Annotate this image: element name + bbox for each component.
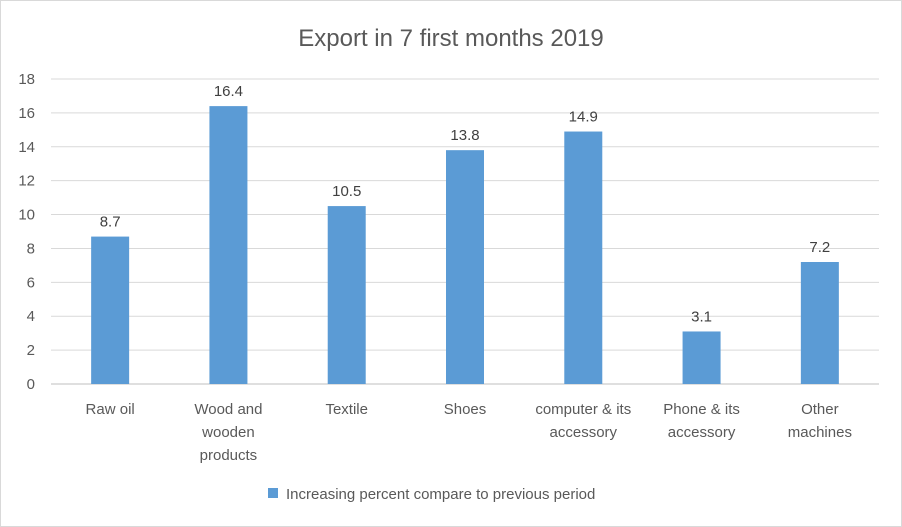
y-axis: 0 2 4 6 8 10 12 14 16 18: [18, 71, 35, 393]
y-tick-label: 18: [18, 71, 35, 88]
x-tick-label: Shoes: [444, 401, 487, 418]
bars: [91, 106, 839, 384]
x-tick-label: products: [200, 447, 258, 464]
bar: [209, 106, 248, 384]
x-tick-label: wooden: [201, 424, 255, 441]
x-tick-label: Wood and: [194, 401, 262, 418]
legend-swatch: [268, 488, 278, 498]
bar: [327, 206, 366, 384]
x-tick-label: Phone & its: [663, 401, 740, 418]
y-tick-label: 4: [27, 308, 35, 325]
bar: [91, 236, 130, 384]
legend-label: Increasing percent compare to previous p…: [286, 486, 595, 503]
data-label: 13.8: [450, 127, 479, 144]
x-tick-label: Other: [801, 401, 839, 418]
data-label: 14.9: [569, 109, 598, 126]
y-tick-label: 16: [18, 105, 35, 122]
y-tick-label: 6: [27, 274, 35, 291]
gridlines: [51, 78, 879, 385]
x-tick-label: Textile: [325, 401, 368, 418]
data-label: 3.1: [691, 308, 712, 325]
y-tick-label: 12: [18, 173, 35, 190]
bar: [446, 150, 484, 384]
x-tick-label: machines: [788, 424, 852, 441]
data-label: 7.2: [809, 239, 830, 256]
bar: [800, 262, 839, 384]
data-label: 10.5: [332, 183, 361, 200]
x-tick-label: accessory: [668, 424, 736, 441]
bar: [564, 131, 603, 384]
bar: [682, 331, 721, 384]
y-tick-label: 14: [18, 139, 35, 156]
data-label: 16.4: [214, 83, 243, 100]
x-tick-label: accessory: [550, 424, 618, 441]
y-tick-label: 10: [18, 207, 35, 224]
x-tick-label: computer & its: [535, 401, 631, 418]
data-label: 8.7: [100, 214, 121, 231]
x-tick-label: Raw oil: [86, 401, 135, 418]
y-tick-label: 0: [27, 376, 35, 393]
y-tick-label: 8: [27, 240, 35, 257]
data-labels: 8.7 16.4 10.5 13.8 14.9 3.1 7.2: [100, 83, 831, 325]
chart-title: Export in 7 first months 2019: [298, 25, 603, 52]
x-axis: Raw oil Wood and wooden products Textile Shoe…: [86, 401, 852, 464]
legend: Increasing percent compare to previous p…: [268, 486, 595, 503]
y-tick-label: 2: [27, 342, 35, 359]
